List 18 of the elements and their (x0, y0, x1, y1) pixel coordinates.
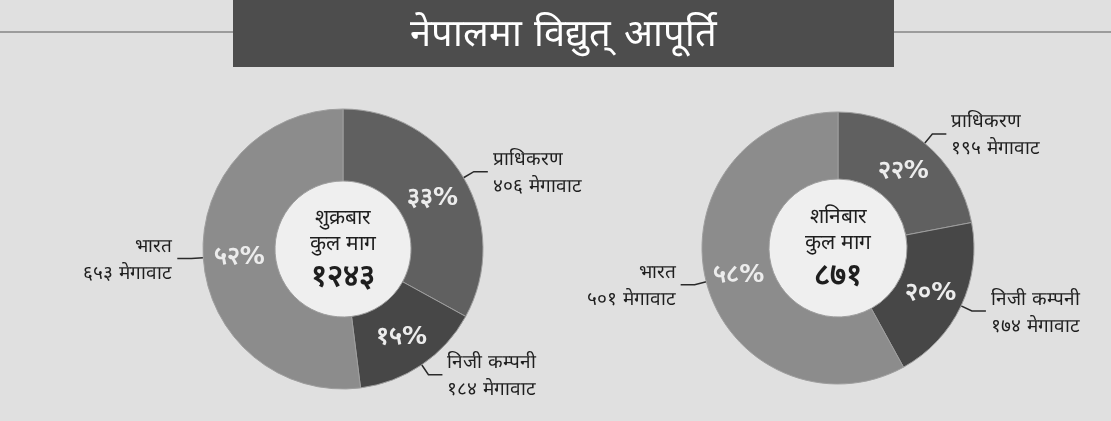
slice-label: प्राधिकरण ४०६ मेगावाट (492, 147, 582, 197)
data-label: २२% (877, 154, 929, 184)
text: कुल माग (804, 229, 873, 255)
data-label: २०% (905, 277, 957, 307)
text: १२४३ (311, 257, 375, 294)
text: ८७१ (814, 256, 862, 293)
slice-label: भारत ६५३ मेगावाट (83, 234, 174, 284)
data-label: ५२% (213, 241, 265, 271)
text: शुक्रबार (315, 204, 371, 230)
slice-label: निजी कम्पनी १८४ मेगावाट (447, 350, 538, 400)
slice-label: निजी कम्पनी १७४ मेगावाट (990, 286, 1081, 336)
text: कुल माग (309, 230, 378, 256)
data-label: ५८% (713, 258, 765, 288)
data-label: ३३% (406, 181, 459, 211)
slice-label: प्राधिकरण १९५ मेगावाट (951, 109, 1041, 159)
slice-label: भारत ५०१ मेगावाट (586, 260, 677, 310)
data-label: १५% (375, 320, 427, 350)
text: शनिबार (809, 203, 867, 228)
